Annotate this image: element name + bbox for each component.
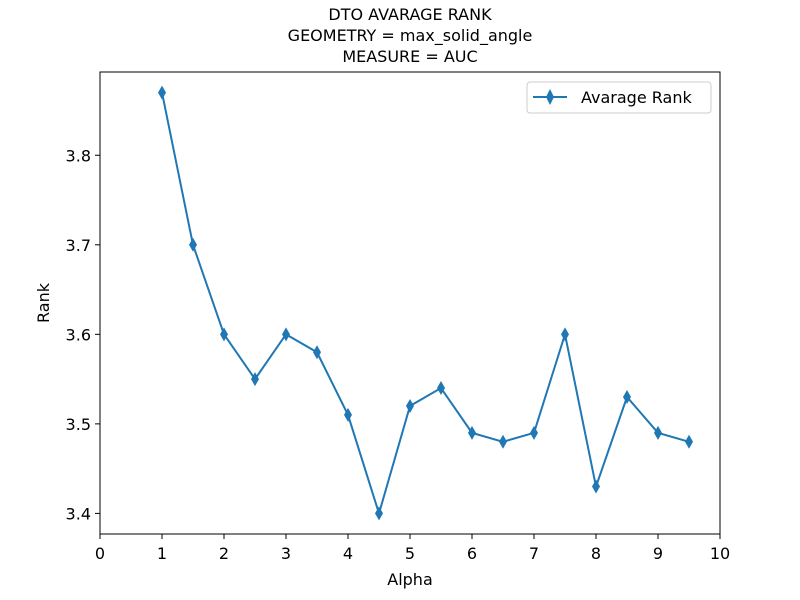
x-tick-label: 4 [343,544,353,563]
legend-box [526,81,712,114]
y-tick-label: 3.8 [66,146,91,165]
y-tick-label: 3.4 [66,504,91,523]
x-axis-ticks: 0 1 2 3 4 5 6 7 8 9 10 [95,534,730,563]
data-point-marker [189,237,197,252]
legend-label-avarage-rank: Avarage Rank [581,88,692,107]
x-tick-label: 7 [529,544,539,563]
x-tick-label: 2 [219,544,229,563]
y-tick-label: 3.5 [66,415,91,434]
data-point-marker [530,425,538,440]
legend-marker-swatch [546,89,554,105]
data-point-marker [158,85,166,100]
x-tick-label: 8 [591,544,601,563]
data-point-marker [313,345,321,360]
data-point-marker [437,381,445,396]
plot-frame [99,71,721,535]
y-axis-label: Rank [34,282,53,323]
x-tick-label: 3 [281,544,291,563]
data-point-marker [592,479,600,494]
x-tick-label: 9 [653,544,663,563]
x-tick-label: 1 [157,544,167,563]
data-point-marker [282,327,290,342]
data-point-marker [220,327,228,342]
chart-title-line-3: MEASURE = AUC [342,47,477,66]
y-axis-ticks: 3.4 3.5 3.6 3.7 3.8 [66,146,100,523]
chart-title-line-1: DTO AVARAGE RANK [328,5,492,24]
x-tick-label: 0 [95,544,105,563]
x-tick-label: 10 [710,544,730,563]
x-axis-label: Alpha [387,570,433,589]
legend: Avarage Rank [526,81,712,114]
data-point-marker [685,434,693,449]
data-point-marker [375,506,383,521]
x-tick-label: 6 [467,544,477,563]
series-markers [158,85,693,521]
data-point-marker [654,425,662,440]
data-point-marker [406,398,414,413]
data-point-marker [499,434,507,449]
series-line-avarage-rank [161,92,690,517]
data-point-marker [561,327,569,342]
y-tick-label: 3.7 [66,236,91,255]
x-tick-label: 5 [405,544,415,563]
chart-title: DTO AVARAGE RANK GEOMETRY = max_solid_an… [288,5,533,66]
y-tick-label: 3.6 [66,325,91,344]
chart-title-line-2: GEOMETRY = max_solid_angle [288,26,533,46]
data-point-marker [468,425,476,440]
data-point-marker [623,390,631,405]
data-point-marker [251,372,259,387]
data-point-marker [344,407,352,422]
